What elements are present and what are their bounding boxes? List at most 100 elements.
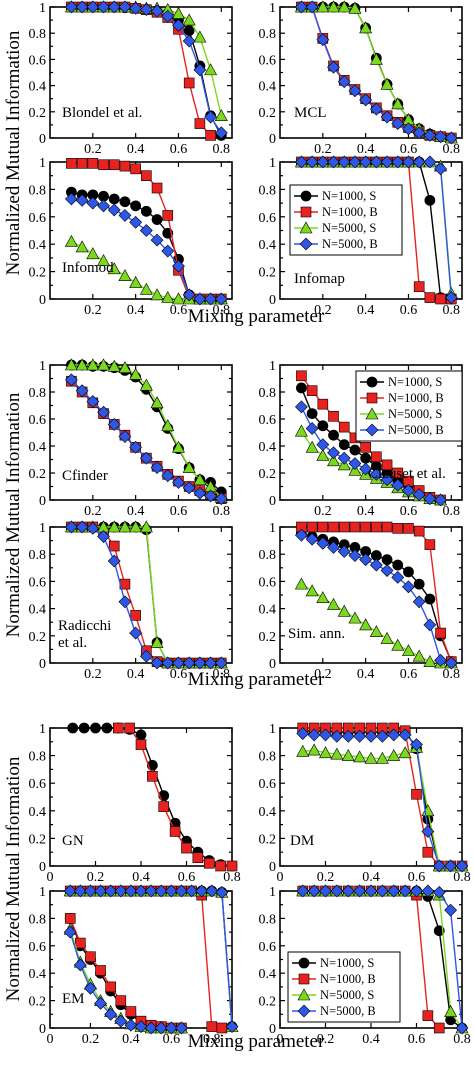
data-point	[118, 430, 132, 443]
legend-item-n-5000-s: N=5000, S	[294, 221, 376, 235]
series-n-5000-s	[64, 0, 228, 122]
data-point	[108, 159, 120, 171]
data-point	[108, 540, 120, 552]
data-point	[423, 155, 437, 169]
y-tick-label: 0.8	[259, 386, 277, 401]
data-point	[364, 729, 378, 743]
y-tick-label: 0.4	[259, 440, 277, 455]
data-point	[296, 382, 307, 394]
data-point	[294, 0, 308, 14]
y-tick-label: 1	[39, 885, 46, 900]
data-point	[139, 224, 153, 237]
series-n-5000-b	[294, 0, 458, 145]
data-point	[424, 539, 436, 550]
data-point	[412, 595, 426, 609]
data-point	[164, 884, 178, 898]
data-point	[421, 825, 435, 838]
y-tick-label: 0.6	[259, 777, 277, 792]
y-tick-label: 1	[39, 1, 46, 16]
data-point	[118, 595, 132, 609]
data-point	[118, 361, 132, 374]
data-point	[130, 163, 141, 175]
data-point	[349, 444, 361, 456]
data-point	[129, 626, 143, 640]
data-point	[380, 110, 394, 124]
data-point	[107, 262, 121, 275]
x-tick-label: 0.8	[213, 667, 231, 682]
data-point	[316, 0, 330, 13]
x-axis-title: Mixing parameter	[188, 306, 325, 327]
data-point	[107, 203, 121, 217]
data-point	[330, 729, 344, 743]
legend-item-n-1000-s: N=1000, S	[360, 375, 442, 389]
panel-label: Sim. ann.	[288, 626, 345, 642]
data-point	[371, 451, 382, 463]
data-point	[412, 488, 426, 502]
data-point	[73, 884, 87, 898]
y-tick-label: 1	[269, 885, 276, 900]
data-point	[192, 852, 204, 864]
data-point	[226, 860, 238, 872]
data-point	[305, 532, 319, 546]
data-point	[183, 77, 195, 89]
data-point	[359, 21, 373, 34]
series-n-1000-s	[296, 1, 457, 144]
y-tick-label: 0.8	[259, 548, 277, 563]
x-tick-label: 0.6	[400, 303, 418, 318]
data-point	[317, 420, 329, 432]
legend-marker	[300, 190, 312, 202]
data-point	[97, 254, 111, 266]
data-point	[194, 118, 206, 129]
data-point	[391, 97, 405, 110]
x-tick-label: 0.2	[314, 142, 332, 157]
y-tick-label: 0.2	[29, 106, 47, 121]
data-point	[169, 826, 181, 837]
legend-item-n-1000-b: N=1000, B	[360, 391, 444, 405]
data-point	[444, 131, 458, 145]
y-tick-label: 0.2	[259, 266, 277, 281]
data-point	[139, 451, 153, 465]
data-point	[216, 1022, 228, 1034]
y-tick-label: 0.2	[259, 106, 277, 121]
series-n-1000-b	[297, 722, 468, 872]
data-point	[402, 484, 415, 497]
legend-label: N=1000, B	[322, 205, 378, 219]
data-point	[413, 525, 425, 537]
y-tick-label: 0.2	[259, 832, 277, 847]
data-point	[402, 580, 415, 594]
data-point	[387, 884, 401, 898]
data-point	[86, 358, 100, 371]
y-tick-label: 0	[39, 1022, 46, 1037]
y-tick-label: 0.2	[29, 266, 47, 281]
x-tick-label: 0.8	[453, 1032, 471, 1047]
data-point	[140, 205, 152, 217]
y-tick-label: 0	[269, 293, 276, 308]
series-n-1000-b	[66, 521, 227, 669]
y-tick-label: 0	[39, 657, 46, 672]
x-tick-label: 0.6	[170, 504, 188, 519]
data-point	[193, 656, 207, 670]
x-tick-label: 0.2	[317, 870, 335, 885]
data-point	[328, 429, 339, 441]
data-point	[348, 549, 362, 562]
data-point	[182, 34, 196, 48]
y-tick-label: 0.8	[29, 386, 47, 401]
data-point	[359, 93, 373, 107]
data-point	[348, 611, 362, 624]
data-point	[171, 292, 185, 305]
data-point	[118, 0, 132, 14]
data-point	[353, 884, 367, 898]
data-point	[118, 520, 132, 533]
data-point	[98, 159, 109, 171]
data-point	[305, 0, 319, 14]
data-point	[327, 155, 340, 169]
data-point	[182, 13, 196, 26]
y-tick-label: 0.4	[259, 238, 277, 253]
data-point	[76, 158, 88, 169]
panel-label: Infomap	[294, 271, 345, 287]
y-tick-label: 1	[269, 722, 276, 737]
data-point	[455, 859, 469, 873]
series-n-5000-b	[64, 0, 228, 140]
data-point	[64, 234, 78, 247]
y-tick-label: 0.6	[259, 413, 277, 428]
